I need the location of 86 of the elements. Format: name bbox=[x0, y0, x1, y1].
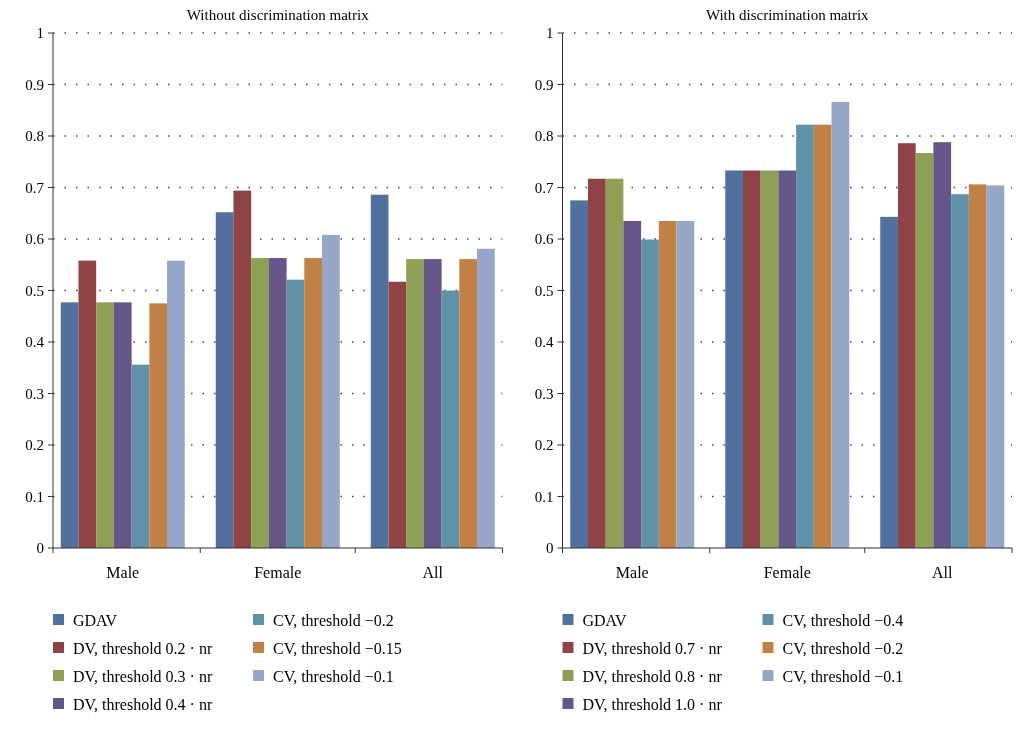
bar bbox=[623, 220, 642, 548]
bar bbox=[658, 220, 677, 548]
bar bbox=[459, 259, 478, 548]
y-tick-label: 1 bbox=[546, 25, 554, 42]
legend-label: CV, threshold −0.1 bbox=[782, 667, 904, 685]
bar bbox=[897, 143, 916, 548]
bar bbox=[968, 184, 987, 548]
bar bbox=[96, 302, 114, 548]
legend-label: CV, threshold −0.15 bbox=[273, 639, 402, 657]
bar bbox=[725, 170, 743, 548]
legend-label: CV, threshold −0.4 bbox=[782, 611, 904, 629]
bar bbox=[813, 124, 832, 548]
bar bbox=[304, 258, 323, 548]
y-tick-label: 0.5 bbox=[534, 282, 554, 299]
x-tick-label: Female bbox=[763, 564, 811, 581]
bar bbox=[286, 279, 305, 548]
x-tick-label: Male bbox=[106, 564, 140, 581]
y-tick-label: 0.1 bbox=[25, 488, 44, 505]
x-tick-label: Female bbox=[254, 564, 302, 581]
y-tick-label: 0.1 bbox=[534, 488, 554, 505]
bar bbox=[742, 170, 761, 548]
legend-label: DV, threshold 1.0 · nr bbox=[582, 695, 723, 713]
y-tick-label: 0.2 bbox=[534, 437, 554, 454]
y-tick-label: 0.8 bbox=[25, 128, 44, 145]
y-tick-label: 0.4 bbox=[25, 334, 45, 351]
y-tick-label: 0.5 bbox=[25, 282, 44, 299]
bar bbox=[406, 259, 424, 548]
bar bbox=[167, 260, 185, 548]
legend-label: CV, threshold −0.1 bbox=[273, 667, 394, 685]
bar bbox=[233, 190, 252, 548]
y-tick-label: 0.2 bbox=[25, 437, 44, 454]
y-tick-label: 0.3 bbox=[25, 385, 44, 402]
bar bbox=[388, 281, 407, 548]
y-tick-label: 0.9 bbox=[25, 76, 44, 93]
bar bbox=[113, 302, 132, 548]
x-tick-label: All bbox=[422, 564, 444, 581]
legend-label: CV, threshold −0.2 bbox=[273, 611, 394, 629]
y-tick-label: 0.7 bbox=[534, 179, 554, 196]
bar bbox=[641, 239, 659, 548]
bar bbox=[477, 248, 495, 548]
bar bbox=[986, 185, 1005, 548]
bar bbox=[796, 124, 814, 548]
bar bbox=[423, 259, 442, 548]
bar bbox=[78, 260, 97, 548]
legend-label: DV, threshold 0.8 · nr bbox=[582, 667, 723, 685]
bar bbox=[587, 178, 606, 548]
bar bbox=[880, 216, 898, 548]
legend-label: GDAV bbox=[582, 611, 628, 629]
bar bbox=[251, 258, 269, 548]
y-tick-label: 0.6 bbox=[534, 231, 554, 248]
x-tick-label: Male bbox=[615, 564, 649, 581]
bar bbox=[915, 153, 934, 548]
y-tick-label: 0 bbox=[36, 540, 44, 557]
y-tick-label: 0.7 bbox=[25, 179, 45, 196]
bar bbox=[933, 142, 952, 548]
y-tick-label: 0.6 bbox=[25, 231, 45, 248]
bar bbox=[778, 170, 797, 548]
bar bbox=[268, 258, 287, 548]
bar bbox=[215, 212, 234, 548]
chart-title: With discrimination matrix bbox=[705, 7, 870, 23]
legend-label: DV, threshold 0.2 · nr bbox=[73, 639, 213, 657]
bar bbox=[322, 234, 340, 548]
legend-label: CV, threshold −0.2 bbox=[782, 639, 904, 657]
legend-label: DV, threshold 0.4 · nr bbox=[73, 695, 213, 713]
y-tick-label: 0.9 bbox=[534, 76, 554, 93]
y-tick-label: 1 bbox=[36, 25, 44, 42]
bar bbox=[570, 200, 588, 548]
y-tick-label: 0.4 bbox=[534, 334, 554, 351]
bar bbox=[831, 102, 850, 548]
y-tick-label: 0.8 bbox=[534, 128, 554, 145]
bar bbox=[760, 170, 779, 548]
bar bbox=[676, 220, 695, 548]
bar bbox=[370, 194, 389, 548]
bar bbox=[441, 290, 460, 548]
bar bbox=[60, 302, 79, 548]
bar bbox=[951, 194, 969, 548]
legend-label: GDAV bbox=[73, 611, 118, 629]
bar bbox=[149, 303, 168, 548]
bar bbox=[605, 178, 624, 548]
y-tick-label: 0 bbox=[546, 540, 554, 557]
legend-label: DV, threshold 0.3 · nr bbox=[73, 667, 213, 685]
chart-title: Without discrimination matrix bbox=[186, 7, 370, 23]
legend-label: DV, threshold 0.7 · nr bbox=[582, 639, 723, 657]
x-tick-label: All bbox=[932, 564, 954, 581]
y-tick-label: 0.3 bbox=[534, 385, 554, 402]
bar bbox=[131, 364, 150, 548]
